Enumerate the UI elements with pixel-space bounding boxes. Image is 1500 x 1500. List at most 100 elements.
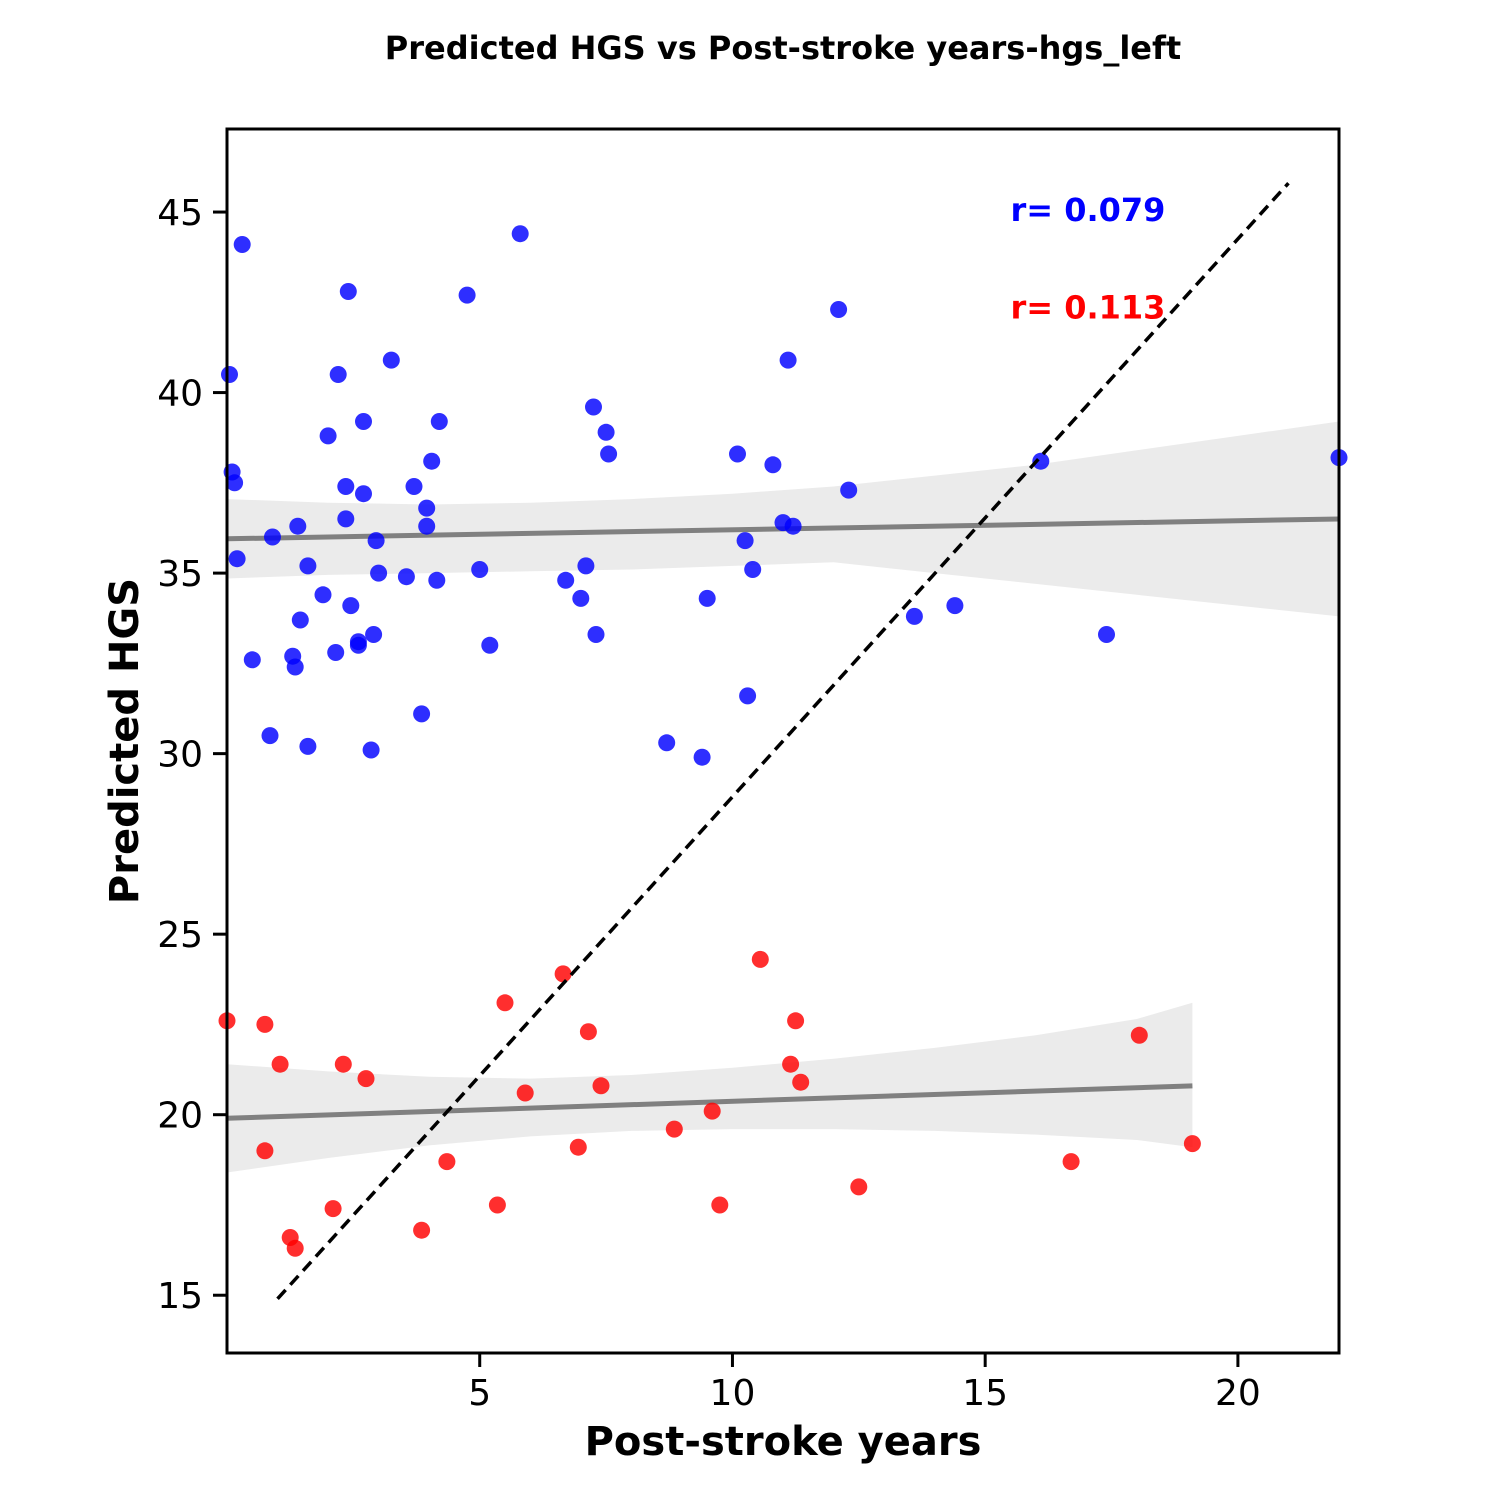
data-point bbox=[458, 286, 476, 304]
data-point bbox=[256, 1142, 274, 1160]
data-point bbox=[342, 597, 360, 615]
data-point bbox=[830, 301, 848, 318]
data-point bbox=[1130, 1026, 1148, 1044]
chart-title: Predicted HGS vs Post-stroke years-hgs_l… bbox=[385, 29, 1181, 67]
data-point bbox=[703, 1102, 721, 1120]
data-point bbox=[256, 1015, 274, 1033]
data-point bbox=[739, 687, 757, 705]
data-point bbox=[587, 626, 605, 643]
data-point bbox=[428, 571, 446, 589]
data-point bbox=[319, 427, 337, 445]
data-point bbox=[299, 557, 317, 575]
x-axis-label: Post-stroke years bbox=[585, 1419, 982, 1465]
correlation-annotation: r= 0.113 bbox=[1010, 289, 1165, 327]
data-point bbox=[329, 366, 347, 383]
data-point bbox=[946, 597, 964, 615]
data-point bbox=[1062, 1153, 1080, 1171]
data-point bbox=[226, 474, 244, 492]
data-point bbox=[572, 589, 590, 607]
data-point bbox=[397, 568, 415, 586]
data-point bbox=[357, 1070, 375, 1088]
data-point bbox=[291, 611, 309, 629]
data-point bbox=[355, 413, 372, 430]
data-point bbox=[782, 1055, 800, 1073]
data-points bbox=[218, 225, 1348, 1257]
data-point bbox=[413, 1221, 431, 1239]
data-point bbox=[600, 445, 618, 463]
data-point bbox=[286, 1239, 304, 1257]
data-point bbox=[355, 485, 372, 503]
data-point bbox=[289, 517, 307, 535]
y-tick-label: 25 bbox=[157, 915, 203, 956]
data-point bbox=[665, 1120, 683, 1138]
data-point bbox=[334, 1055, 352, 1073]
data-point bbox=[592, 1077, 610, 1095]
data-point bbox=[365, 626, 383, 643]
data-point bbox=[438, 1153, 456, 1171]
x-axis-ticks: 5 10 15 20 bbox=[468, 1353, 1261, 1414]
data-point bbox=[764, 456, 782, 474]
data-point bbox=[736, 532, 754, 550]
data-point bbox=[577, 557, 595, 575]
data-point bbox=[905, 607, 923, 625]
data-point bbox=[471, 561, 489, 578]
data-point bbox=[751, 950, 769, 968]
x-tick-label: 10 bbox=[710, 1373, 756, 1414]
data-point bbox=[481, 636, 499, 654]
data-point bbox=[418, 499, 436, 517]
data-point bbox=[423, 452, 441, 470]
data-point bbox=[221, 366, 238, 383]
data-point bbox=[430, 413, 448, 430]
y-tick-label: 45 bbox=[157, 193, 203, 234]
data-point bbox=[233, 236, 251, 253]
data-point bbox=[698, 589, 716, 607]
data-point bbox=[792, 1073, 810, 1091]
data-point bbox=[658, 734, 676, 752]
data-point bbox=[516, 1084, 534, 1102]
regression-line bbox=[226, 1083, 1193, 1121]
data-point bbox=[261, 727, 279, 745]
data-point bbox=[840, 481, 858, 499]
data-point bbox=[1098, 626, 1115, 643]
data-point bbox=[511, 225, 529, 243]
data-point bbox=[1183, 1135, 1201, 1153]
data-point bbox=[488, 1196, 506, 1214]
x-tick-label: 5 bbox=[468, 1373, 491, 1414]
data-point bbox=[286, 658, 304, 676]
y-tick-label: 30 bbox=[157, 735, 203, 776]
x-tick-label: 20 bbox=[1215, 1373, 1261, 1414]
data-point bbox=[367, 532, 385, 550]
y-tick-label: 20 bbox=[157, 1096, 203, 1137]
data-point bbox=[382, 351, 400, 369]
x-tick-label: 15 bbox=[962, 1373, 1008, 1414]
data-point bbox=[264, 528, 281, 546]
correlation-annotations: r= 0.079 r= 0.113 bbox=[1010, 191, 1165, 326]
data-point bbox=[711, 1196, 729, 1214]
data-point bbox=[779, 351, 797, 369]
y-axis-label: Predicted HGS bbox=[102, 578, 148, 904]
data-point bbox=[693, 748, 711, 766]
y-axis-ticks: 15 20 25 30 35 40 45 bbox=[157, 193, 227, 1317]
data-point bbox=[299, 737, 317, 755]
data-point bbox=[585, 398, 602, 416]
data-point bbox=[337, 478, 355, 495]
data-point bbox=[569, 1138, 587, 1156]
plot-frame bbox=[225, 127, 1341, 1355]
data-point bbox=[787, 1012, 805, 1030]
data-point bbox=[496, 994, 514, 1012]
data-point bbox=[850, 1178, 868, 1196]
data-point bbox=[314, 586, 332, 604]
y-tick-label: 35 bbox=[157, 554, 203, 595]
data-point bbox=[243, 651, 261, 669]
data-point bbox=[324, 1200, 342, 1218]
y-tick-label: 40 bbox=[157, 374, 203, 415]
data-point bbox=[339, 283, 357, 300]
y-tick-label: 15 bbox=[157, 1276, 203, 1317]
data-point bbox=[413, 705, 431, 723]
data-point bbox=[557, 571, 575, 589]
data-point bbox=[744, 561, 762, 578]
data-point bbox=[337, 510, 355, 528]
data-point bbox=[597, 423, 615, 441]
data-point bbox=[370, 564, 388, 582]
correlation-annotation: r= 0.079 bbox=[1010, 191, 1165, 229]
